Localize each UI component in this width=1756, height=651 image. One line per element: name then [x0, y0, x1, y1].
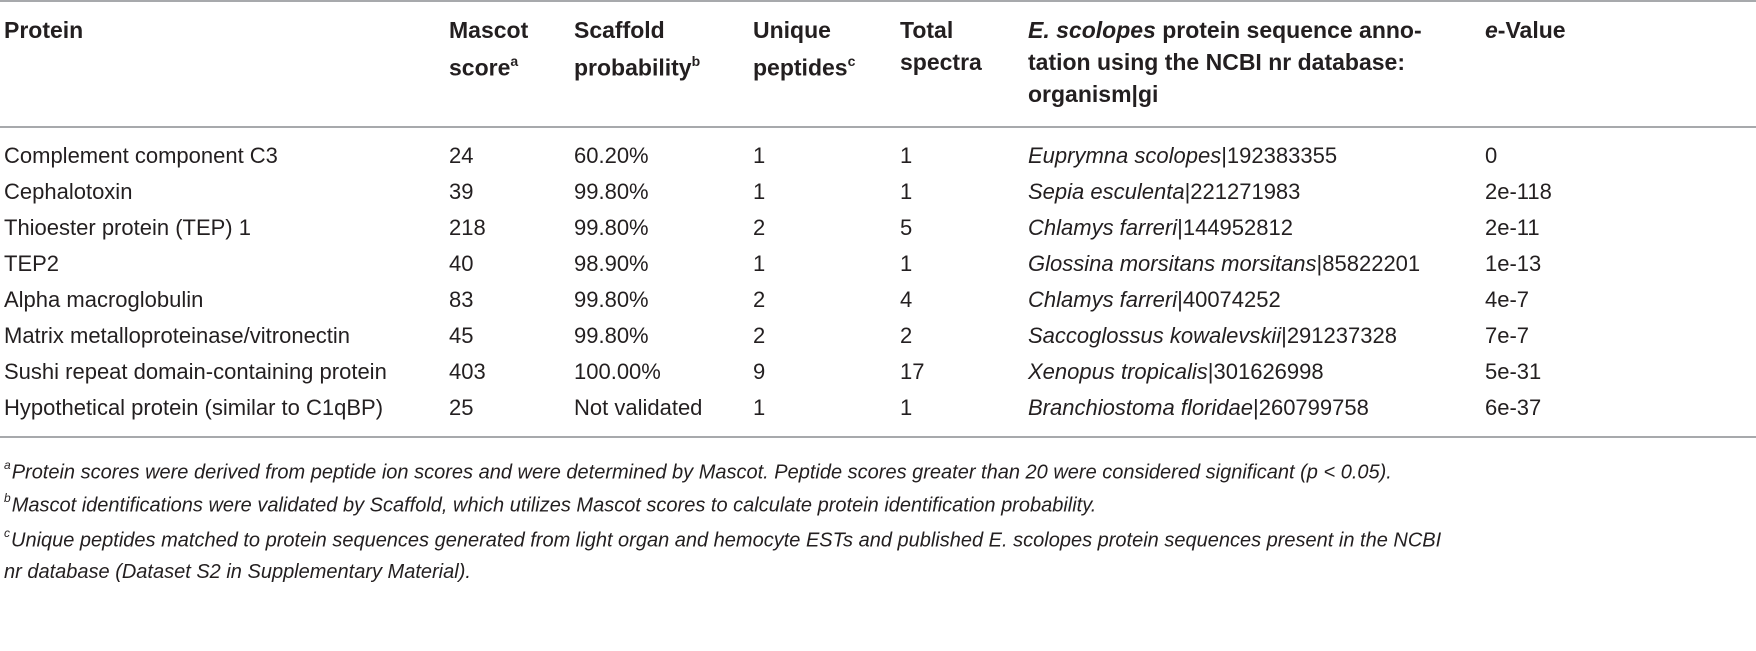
- header-annotation: E. scolopes protein sequence anno- tatio…: [1028, 17, 1422, 107]
- cell-protein: Complement component C3: [4, 143, 278, 168]
- table-row: Hypothetical protein (similar to C1qBP) …: [0, 390, 1756, 426]
- cell-scaffold-probability: Not validated: [574, 395, 703, 420]
- footnote-mark: c: [4, 526, 10, 540]
- cell-annotation: Glossina morsitans morsitans|85822201: [1028, 246, 1420, 282]
- organism-name: Saccoglossus kowalevskii: [1028, 323, 1282, 348]
- footnote-mark-c: c: [847, 53, 856, 69]
- gi-number: |85822201: [1316, 251, 1421, 276]
- organism-name: Xenopus tropicalis: [1028, 359, 1208, 384]
- cell-scaffold-probability: 99.80%: [574, 215, 649, 240]
- cell-unique-peptides: 1: [753, 395, 766, 420]
- cell-unique-peptides: 1: [753, 251, 766, 276]
- cell-total-spectra: 1: [900, 251, 913, 276]
- cell-e-value: 5e-31: [1485, 359, 1542, 384]
- cell-protein: Sushi repeat domain-containing protein: [4, 359, 387, 384]
- cell-unique-peptides: 9: [753, 359, 766, 384]
- footnote-mark: a: [4, 458, 11, 472]
- gi-number: |144952812: [1177, 215, 1293, 240]
- footnote-a: aProtein scores were derived from peptid…: [4, 458, 1392, 484]
- cell-mascot-score: 39: [449, 179, 474, 204]
- gi-number: |291237328: [1281, 323, 1397, 348]
- table-row: TEP2 40 98.90% 1 1 Glossina morsitans mo…: [0, 246, 1756, 282]
- header-unique-peptides: Unique peptidesc: [753, 17, 856, 81]
- cell-mascot-score: 45: [449, 323, 474, 348]
- gi-number: |192383355: [1221, 143, 1338, 168]
- cell-mascot-score: 40: [449, 251, 474, 276]
- cell-scaffold-probability: 98.90%: [574, 251, 649, 276]
- cell-e-value: 7e-7: [1485, 323, 1530, 348]
- cell-e-value: 2e-11: [1485, 215, 1540, 240]
- cell-annotation: Saccoglossus kowalevskii|291237328: [1028, 318, 1397, 354]
- cell-e-value: 4e-7: [1485, 287, 1530, 312]
- cell-e-value: 6e-37: [1485, 395, 1542, 420]
- cell-unique-peptides: 1: [753, 179, 766, 204]
- cell-mascot-score: 24: [449, 143, 474, 168]
- cell-annotation: Euprymna scolopes|192383355: [1028, 138, 1337, 174]
- cell-scaffold-probability: 99.80%: [574, 287, 649, 312]
- cell-mascot-score: 25: [449, 395, 474, 420]
- organism-name: Euprymna scolopes: [1028, 143, 1222, 168]
- cell-scaffold-probability: 99.80%: [574, 179, 649, 204]
- footnote-c: cUnique peptides matched to protein sequ…: [4, 526, 1442, 583]
- cell-unique-peptides: 1: [753, 143, 766, 168]
- table-row: Thioester protein (TEP) 1 218 99.80% 2 5…: [0, 210, 1756, 246]
- cell-scaffold-probability: 100.00%: [574, 359, 661, 384]
- cell-total-spectra: 2: [900, 323, 913, 348]
- organism-name: Chlamys farreri: [1028, 287, 1178, 312]
- table-row: Sushi repeat domain-containing protein 4…: [0, 354, 1756, 390]
- cell-annotation: Chlamys farreri|144952812: [1028, 210, 1293, 246]
- cell-unique-peptides: 2: [753, 323, 766, 348]
- header-scaffold-probability: Scaffold probabilityb: [574, 17, 701, 81]
- header-e-value: e-Value: [1485, 17, 1566, 43]
- cell-unique-peptides: 2: [753, 287, 766, 312]
- cell-protein: Cephalotoxin: [4, 179, 133, 204]
- gi-number: |260799758: [1253, 395, 1369, 420]
- cell-scaffold-probability: 60.20%: [574, 143, 649, 168]
- cell-e-value: 0: [1485, 143, 1498, 168]
- footnote-mark-a: a: [510, 53, 519, 69]
- header-rule: [0, 126, 1756, 128]
- header-protein: Protein: [4, 17, 84, 43]
- cell-annotation: Branchiostoma floridae|260799758: [1028, 390, 1369, 426]
- cell-protein: Matrix metalloproteinase/vitronectin: [4, 323, 351, 348]
- table-top-rule: [0, 0, 1756, 2]
- cell-mascot-score: 83: [449, 287, 474, 312]
- cell-total-spectra: 1: [900, 395, 913, 420]
- cell-annotation: Xenopus tropicalis|301626998: [1028, 354, 1324, 390]
- table-row: Matrix metalloproteinase/vitronectin 45 …: [0, 318, 1756, 354]
- footnote-b: bMascot identifications were validated b…: [4, 491, 1097, 517]
- footnote-mark: b: [4, 491, 11, 505]
- table-row: Cephalotoxin 39 99.80% 1 1 Sepia esculen…: [0, 174, 1756, 210]
- footnote-mark-b: b: [691, 53, 701, 69]
- cell-protein: Alpha macroglobulin: [4, 287, 204, 312]
- cell-protein: Thioester protein (TEP) 1: [4, 215, 251, 240]
- cell-total-spectra: 5: [900, 215, 913, 240]
- cell-mascot-score: 218: [449, 215, 486, 240]
- gi-number: |221271983: [1184, 179, 1301, 204]
- cell-annotation: Sepia esculenta|221271983: [1028, 174, 1300, 210]
- cell-total-spectra: 17: [900, 359, 925, 384]
- header-total-spectra: Total spectra: [900, 17, 982, 75]
- header-mascot-score: Mascot scorea: [449, 17, 529, 81]
- organism-name: Chlamys farreri: [1028, 215, 1178, 240]
- cell-scaffold-probability: 99.80%: [574, 323, 649, 348]
- table-row: Complement component C3 24 60.20% 1 1 Eu…: [0, 138, 1756, 174]
- cell-total-spectra: 4: [900, 287, 913, 312]
- table-bottom-rule: [0, 436, 1756, 438]
- organism-name: Branchiostoma floridae: [1028, 395, 1254, 420]
- cell-mascot-score: 403: [449, 359, 486, 384]
- cell-total-spectra: 1: [900, 143, 913, 168]
- gi-number: |40074252: [1177, 287, 1281, 312]
- cell-protein: TEP2: [4, 251, 60, 276]
- cell-annotation: Chlamys farreri|40074252: [1028, 282, 1281, 318]
- organism-name: Glossina morsitans morsitans: [1028, 251, 1317, 276]
- cell-protein: Hypothetical protein (similar to C1qBP): [4, 395, 384, 420]
- organism-name: Sepia esculenta: [1028, 179, 1185, 204]
- cell-e-value: 2e-118: [1485, 179, 1552, 204]
- cell-total-spectra: 1: [900, 179, 913, 204]
- cell-e-value: 1e-13: [1485, 251, 1542, 276]
- gi-number: |301626998: [1207, 359, 1324, 384]
- table-row: Alpha macroglobulin 83 99.80% 2 4 Chlamy…: [0, 282, 1756, 318]
- cell-unique-peptides: 2: [753, 215, 766, 240]
